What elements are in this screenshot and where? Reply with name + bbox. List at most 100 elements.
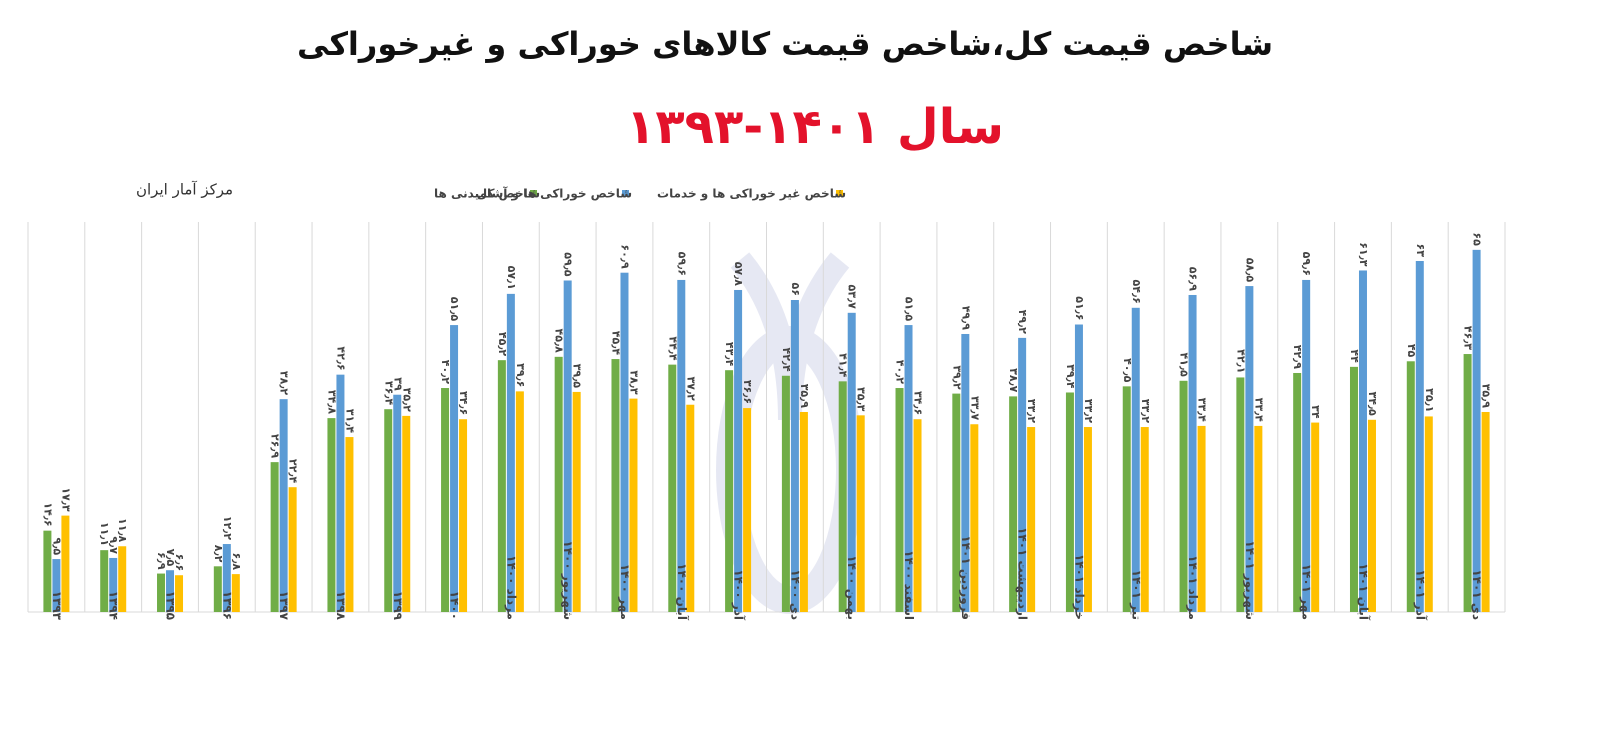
x-tick-label: ۱۳۹۹ <box>391 591 405 621</box>
bar <box>100 550 109 612</box>
bar <box>1188 294 1197 612</box>
bar <box>279 399 288 612</box>
value-label: ۳۹٫۶ <box>514 363 527 387</box>
value-label: ۳۴٫۶ <box>457 391 470 415</box>
bar <box>157 573 166 612</box>
bar <box>961 333 970 612</box>
bar <box>1236 377 1245 612</box>
value-label: ۳۵٫۳ <box>855 387 868 412</box>
value-label: ۵۹٫۶ <box>675 252 688 276</box>
value-label: ۳۴ <box>1309 405 1322 419</box>
value-label: ۵۷٫۱ <box>505 266 518 290</box>
bar <box>781 375 790 612</box>
bar <box>838 381 847 612</box>
bar <box>856 415 865 612</box>
value-label: ۴۲٫۱ <box>1234 349 1247 373</box>
bar <box>1140 427 1149 612</box>
bar <box>572 391 581 612</box>
value-label: ۵۷٫۸ <box>732 262 745 287</box>
value-label: ۴۰٫۲ <box>894 360 907 385</box>
value-label: ۳۸٫۷ <box>1007 368 1020 393</box>
value-label: ۳۹٫۴ <box>1064 364 1077 389</box>
bar <box>799 411 808 612</box>
x-tick-label: خرداد ۱۴۰۱ <box>1072 554 1086 620</box>
value-label: ۶۵ <box>1471 232 1484 246</box>
value-label: ۴۱٫۵ <box>1178 353 1191 378</box>
x-tick-label: ۱۳۹۵ <box>164 591 178 620</box>
value-label: ۴۲٫۴ <box>780 348 793 373</box>
value-label: ۳۸٫۳ <box>627 370 640 395</box>
bar <box>563 280 572 612</box>
bar <box>1018 337 1027 612</box>
value-label: ۵۶ <box>789 283 802 296</box>
value-label: ۴۹٫۲ <box>1016 310 1029 335</box>
bar <box>1481 411 1490 612</box>
x-tick-label: ۱۳۹۳ <box>50 591 64 621</box>
bar <box>43 530 52 612</box>
bar <box>1074 324 1083 612</box>
bar <box>904 325 913 612</box>
bar <box>1131 307 1140 612</box>
value-label: ۳۶٫۶ <box>741 380 754 404</box>
bar <box>288 487 297 612</box>
bar <box>686 404 695 612</box>
x-tick-label: ۱۳۹۴ <box>107 591 121 620</box>
value-label: ۳۵٫۲ <box>400 388 413 413</box>
legend-swatch <box>622 190 629 197</box>
bar <box>506 293 515 612</box>
value-label: ۱۱٫۸ <box>116 518 129 543</box>
value-label: ۱۷٫۳ <box>59 487 72 512</box>
value-label: ۵۶٫۹ <box>1187 267 1200 292</box>
bar <box>677 279 686 612</box>
value-label: ۳۴٫۵ <box>1366 392 1379 417</box>
x-tick-label: تیر ۱۴۰۱ <box>1129 570 1143 620</box>
value-label: ۳۳٫۴ <box>1252 398 1265 423</box>
bar <box>1179 380 1188 612</box>
bar <box>895 388 904 612</box>
x-tick-label: فروردین ۱۴۰۱ <box>958 535 973 620</box>
value-label: ۳۹٫۲ <box>950 365 963 390</box>
bar <box>734 289 743 612</box>
bar <box>1009 396 1018 612</box>
bar <box>270 462 279 612</box>
x-tick-label: دی ۱۴۰۰ <box>788 569 802 620</box>
legend-swatch <box>530 190 537 197</box>
bar <box>450 325 459 612</box>
x-tick-label: ۱۳۹۶ <box>220 591 234 620</box>
value-label: ۶۱٫۳ <box>1357 242 1370 267</box>
value-label: ۳۴٫۸ <box>325 390 338 415</box>
value-label: ۶۳ <box>1414 244 1427 258</box>
bar <box>118 546 127 612</box>
value-label: ۴۵ <box>1405 344 1418 358</box>
value-label: ۴۵٫۴ <box>609 331 622 356</box>
bar <box>402 415 411 612</box>
bar <box>1415 261 1424 612</box>
value-label: ۴۴٫۴ <box>666 336 679 361</box>
bar <box>175 575 184 612</box>
bar <box>725 370 734 612</box>
x-tick-label: مهر ۱۴۰۰ <box>618 564 632 620</box>
value-label: ۵۹٫۶ <box>1300 252 1313 276</box>
value-label: ۳۳٫۷ <box>968 396 981 421</box>
bar <box>384 409 393 612</box>
value-label: ۶٫۹ <box>155 552 168 570</box>
value-label: ۴۴ <box>1348 349 1361 363</box>
x-tick-label: اسفند ۱۴۰۰ <box>902 550 916 620</box>
value-label: ۴۵٫۲ <box>496 332 509 357</box>
value-label: ۶۰٫۹ <box>618 244 631 269</box>
x-tick-label: آبان ۱۴۰۱ <box>1356 563 1371 621</box>
bar <box>109 557 118 612</box>
x-tick-label: شهریور ۱۴۰۰ <box>560 540 575 620</box>
value-label: ۳۳٫۲ <box>1139 399 1152 424</box>
bar <box>327 418 336 612</box>
value-label: ۵۸٫۵ <box>1243 258 1256 283</box>
bar <box>668 364 677 612</box>
chart-subtitle: سال ۱۴۰۱-۱۳۹۳ <box>626 99 1004 155</box>
value-label: ۵۴٫۶ <box>1130 280 1143 304</box>
value-label: ۳۷٫۲ <box>684 376 697 401</box>
x-tick-label: ۱۳۹۷ <box>277 591 291 621</box>
value-label: ۸٫۲ <box>212 545 225 563</box>
bar <box>1406 361 1415 612</box>
bar <box>1463 354 1472 612</box>
